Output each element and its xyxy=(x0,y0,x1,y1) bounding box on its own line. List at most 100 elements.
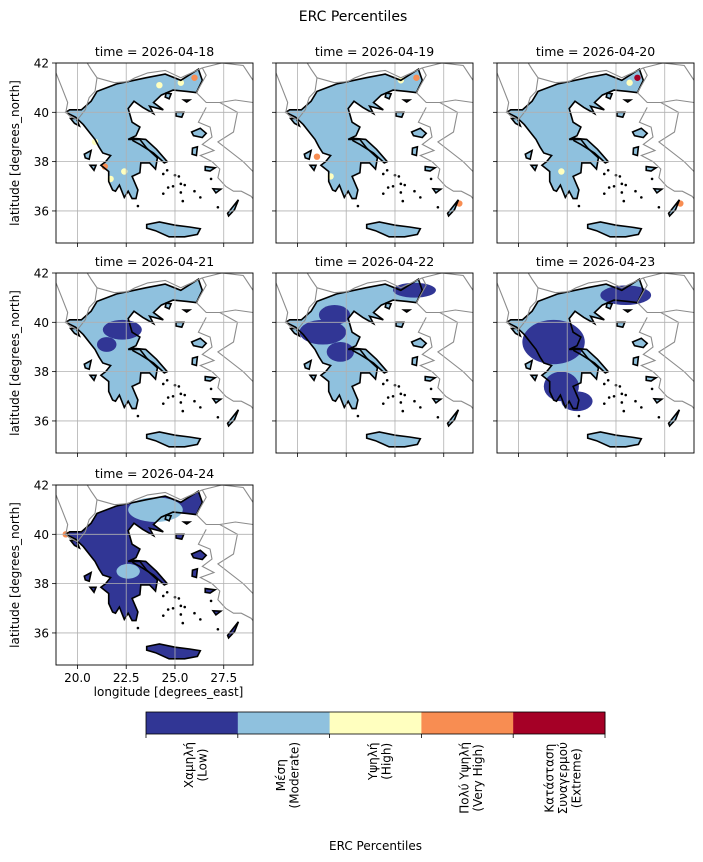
y-tick-label: 42 xyxy=(34,267,49,281)
border-line xyxy=(518,63,539,121)
y-axis-label: latitude [degrees_north] xyxy=(8,80,22,226)
island-dot xyxy=(193,189,196,193)
coastline xyxy=(446,199,460,218)
coastline xyxy=(191,567,199,579)
coastline xyxy=(308,374,318,382)
island-dot xyxy=(385,378,389,382)
coastline xyxy=(164,92,173,100)
border-line xyxy=(657,312,694,382)
colorbar-class-label: ΚατάστασηΣυναγερμού(Extreme) xyxy=(543,742,584,814)
island-dot xyxy=(161,614,165,617)
panel-title: time = 2026-04-23 xyxy=(536,254,655,269)
hotspot-cell xyxy=(626,79,633,86)
y-tick-label: 40 xyxy=(34,528,49,542)
panel-title: time = 2026-04-21 xyxy=(95,254,214,269)
border-line xyxy=(537,67,644,84)
coastline xyxy=(83,358,93,371)
island-dot xyxy=(177,175,181,178)
island-dot xyxy=(216,627,220,631)
coastline xyxy=(631,337,649,349)
coastline xyxy=(365,221,422,238)
island-dot xyxy=(391,184,395,188)
border-line xyxy=(297,273,318,331)
coastline xyxy=(424,375,438,382)
island-dot xyxy=(620,401,624,404)
y-axis-label: latitude [degrees_north] xyxy=(8,290,22,436)
island-dot xyxy=(199,196,202,199)
border-line xyxy=(56,282,78,331)
colorbar-segment xyxy=(237,712,331,734)
island-dot xyxy=(193,399,196,403)
island-dot xyxy=(397,175,401,178)
land-fill xyxy=(366,432,421,447)
map-area xyxy=(276,273,473,453)
border-line xyxy=(216,312,253,382)
island-dot xyxy=(161,594,165,598)
panel: time = 2026-04-20 xyxy=(493,44,695,247)
border-line xyxy=(96,489,203,506)
island-dot xyxy=(399,182,403,186)
island-dot xyxy=(166,186,170,189)
coastline xyxy=(226,409,240,428)
border-line xyxy=(416,302,473,314)
island-dot xyxy=(602,382,606,386)
border-line xyxy=(316,67,423,84)
island-dot xyxy=(177,597,181,600)
y-tick-label: 36 xyxy=(34,204,49,218)
island-dot xyxy=(161,192,165,195)
coastline xyxy=(431,397,444,405)
panel-title: time = 2026-04-18 xyxy=(95,44,214,59)
coastline xyxy=(652,187,665,195)
coastline xyxy=(632,355,640,367)
island-dot xyxy=(399,392,403,396)
island-dot xyxy=(183,605,187,609)
border-line xyxy=(202,485,253,503)
island-dot xyxy=(622,409,626,413)
island-dot xyxy=(624,393,628,397)
panel: time = 2026-04-22 xyxy=(272,254,474,457)
low-class-patch xyxy=(96,337,117,352)
island-dot xyxy=(602,402,606,405)
coastline xyxy=(350,347,389,374)
island-dot xyxy=(429,177,433,181)
island-dot xyxy=(179,401,183,404)
panel-frame xyxy=(55,484,254,666)
border-line xyxy=(636,67,648,93)
island-dot xyxy=(620,182,624,186)
coastline xyxy=(88,374,98,382)
island-dot xyxy=(622,199,626,203)
island-dot xyxy=(181,409,185,413)
low-class-patch xyxy=(561,391,593,412)
land-fill xyxy=(366,222,421,237)
coastline xyxy=(303,358,313,371)
land-fill xyxy=(146,432,201,447)
coastline xyxy=(667,199,681,218)
hotspot-cell xyxy=(101,163,108,170)
border-line xyxy=(643,273,694,291)
coastline xyxy=(130,347,169,374)
colorbar-class-label: Χαμηλή(Low) xyxy=(182,742,210,788)
y-tick-label: 38 xyxy=(34,155,49,169)
border-line xyxy=(276,72,298,121)
border-line xyxy=(77,273,98,331)
moderate-class-patch xyxy=(116,563,140,579)
low-class-patch xyxy=(102,319,142,340)
colorbar-segment xyxy=(329,712,422,734)
x-tick-label: 27.5 xyxy=(210,671,237,685)
coastline xyxy=(652,397,665,405)
coastline xyxy=(191,145,199,157)
y-tick-label: 40 xyxy=(34,106,49,120)
island-dot xyxy=(624,183,628,187)
border-line xyxy=(276,282,298,331)
border-line xyxy=(316,277,423,294)
border-line xyxy=(195,67,207,93)
coastline xyxy=(83,570,93,583)
island-dot xyxy=(386,396,390,399)
y-tick-label: 38 xyxy=(34,577,49,591)
island-dot xyxy=(171,184,175,188)
border-line xyxy=(195,489,207,515)
island-dot xyxy=(403,183,407,187)
coastline xyxy=(191,355,199,367)
island-dot xyxy=(183,183,187,187)
land-fill xyxy=(587,432,642,447)
